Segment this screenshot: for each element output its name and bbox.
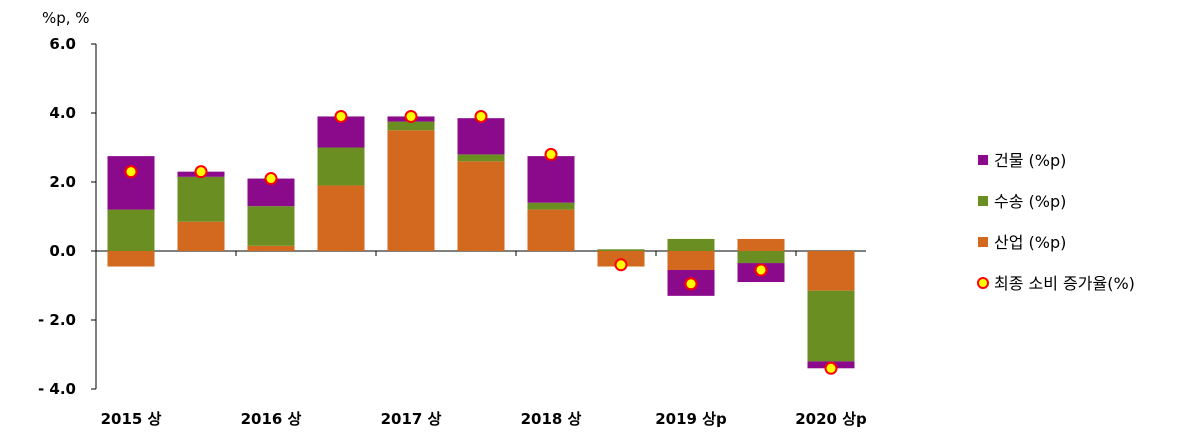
y-tick-label: 0.0 <box>49 242 76 260</box>
legend-marker <box>977 277 989 289</box>
bar-segment <box>457 161 505 251</box>
legend-label: 수송 (%p) <box>994 192 1066 211</box>
bar-segment <box>387 121 435 131</box>
bar-segment <box>667 238 715 251</box>
category-label: 2017 상 <box>381 410 442 428</box>
category-label: 2018 상 <box>521 410 582 428</box>
bar-segment <box>247 206 295 246</box>
bar-segment <box>247 245 295 251</box>
bar-segment <box>457 154 505 162</box>
bar-segment <box>387 130 435 251</box>
category-label: 2015 상 <box>101 410 162 428</box>
bar-segment <box>807 251 855 291</box>
growth-marker <box>684 277 698 291</box>
legend-swatch <box>978 196 988 206</box>
bar-segment <box>597 249 645 251</box>
legend-label: 산업 (%p) <box>994 233 1066 252</box>
growth-marker <box>124 165 138 179</box>
legend-label: 건물 (%p) <box>994 151 1066 170</box>
y-tick-label: - 4.0 <box>38 380 76 398</box>
bar-segment <box>317 185 365 251</box>
bar-segment <box>317 147 365 186</box>
legend: 건물 (%p) 수송 (%p) 산업 (%p) 최종 소비 증가율(%) <box>977 151 1135 293</box>
bar-segment <box>667 251 715 270</box>
bar-segment <box>527 156 575 203</box>
labels-layer: 6.0 4.0 2.0 0.0 - 2.0 - 4.0 2015 상 2016 상 2017 상… <box>38 35 867 428</box>
growth-marker <box>194 165 208 179</box>
bar-segment <box>527 202 575 210</box>
y-tick-label: 4.0 <box>49 104 76 122</box>
bar-segment <box>457 118 505 155</box>
y-tick-label: - 2.0 <box>38 311 76 329</box>
legend-swatch <box>978 237 988 247</box>
y-tick-label: 2.0 <box>49 173 76 191</box>
legend-label: 최종 소비 증가율(%) <box>994 274 1135 293</box>
bar-segment <box>107 251 155 267</box>
category-label: 2016 상 <box>241 410 302 428</box>
growth-marker <box>404 109 418 123</box>
bar-segment <box>527 209 575 251</box>
growth-marker <box>544 147 558 161</box>
category-label: 2020 상p <box>795 410 867 428</box>
legend-swatch <box>978 155 988 165</box>
y-tick-label: 6.0 <box>49 35 76 53</box>
growth-marker <box>334 109 348 123</box>
growth-marker <box>264 172 278 186</box>
bar-segment <box>807 290 855 362</box>
growth-marker <box>824 361 838 375</box>
growth-marker <box>754 263 768 277</box>
bar-segment <box>107 156 155 210</box>
bar-segment <box>737 238 785 251</box>
bar-segment <box>107 209 155 251</box>
bar-segment <box>177 221 225 251</box>
growth-marker <box>474 109 488 123</box>
markers-layer <box>124 109 838 375</box>
bar-segment <box>177 176 225 222</box>
growth-marker <box>614 258 628 272</box>
bars-layer <box>107 116 855 369</box>
y-unit-label: %p, % <box>42 9 90 27</box>
category-label: 2019 상p <box>655 410 727 428</box>
bar-segment <box>737 251 785 264</box>
